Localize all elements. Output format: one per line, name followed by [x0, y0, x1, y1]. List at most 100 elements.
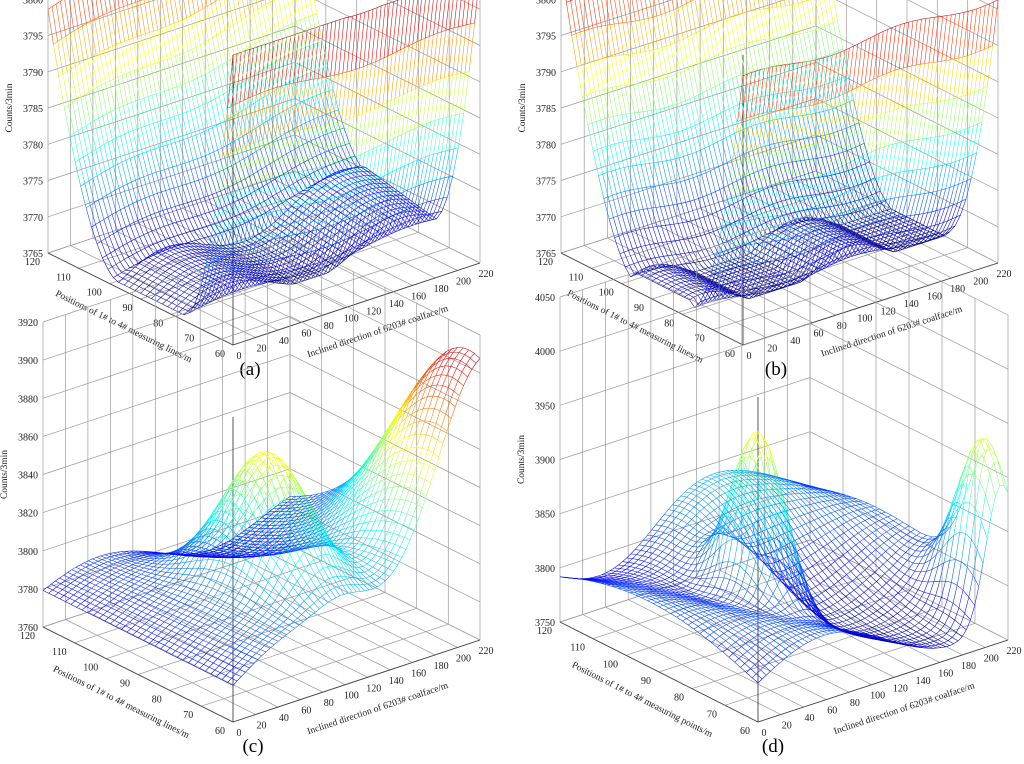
mesh-line: [81, 97, 86, 126]
mesh-line: [222, 65, 227, 92]
mesh-line: [152, 94, 156, 95]
mesh-line: [166, 191, 172, 208]
mesh-line: [136, 180, 141, 200]
mesh-line: [279, 274, 283, 275]
mesh-line: [918, 139, 922, 140]
mesh-line: [194, 257, 198, 258]
mesh-line: [282, 254, 287, 257]
mesh-line: [208, 40, 213, 69]
mesh-line: [368, 63, 372, 65]
mesh-line: [280, 29, 286, 56]
mesh-line: [193, 80, 198, 107]
mesh-line: [854, 158, 858, 160]
mesh-line: [175, 289, 179, 293]
mesh-line: [117, 273, 121, 275]
mesh-line: [892, 26, 896, 28]
mesh-line: [860, 122, 864, 124]
mesh-line: [191, 250, 196, 253]
mesh-line: [86, 205, 90, 208]
mesh-line: [310, 119, 314, 121]
mesh-line: [928, 103, 932, 104]
mesh-line: [914, 139, 918, 140]
mesh-line: [200, 260, 205, 263]
mesh-line: [300, 18, 304, 20]
mesh-line: [104, 48, 108, 50]
mesh-line: [169, 88, 173, 89]
mesh-line: [861, 83, 865, 85]
mesh-line: [141, 34, 145, 35]
mesh-line: [697, 290, 701, 291]
mesh-line: [126, 160, 131, 182]
mesh-line: [390, 139, 394, 141]
mesh-line: [226, 144, 230, 146]
mesh-line: [99, 15, 103, 17]
mesh-line: [158, 28, 162, 30]
mesh-line: [339, 73, 343, 74]
mesh-line: [299, 171, 303, 172]
mesh-line: [207, 101, 211, 103]
mesh-line: [189, 254, 193, 255]
mesh-line: [158, 121, 162, 122]
mesh-line: [839, 133, 843, 135]
mesh-line: [171, 274, 177, 277]
mesh-line: [381, 4, 385, 5]
mesh-line: [420, 85, 424, 87]
mesh-line: [238, 139, 243, 159]
mesh-line: [193, 159, 197, 161]
mesh-line: [362, 112, 366, 114]
mesh-line: [251, 239, 256, 242]
mesh-line: [142, 153, 147, 175]
mesh-line: [423, 124, 427, 126]
mesh-line: [125, 206, 129, 208]
mesh-line: [155, 212, 159, 214]
mesh-line: [406, 217, 412, 226]
mesh-line: [194, 180, 198, 181]
mesh-line: [275, 262, 280, 265]
mesh-line: [819, 203, 823, 205]
mesh-line: [75, 66, 81, 97]
mesh-line: [330, 113, 335, 131]
mesh-line: [427, 122, 431, 124]
mesh-line: [170, 117, 174, 118]
mesh-line: [249, 249, 253, 250]
mesh-line: [198, 257, 204, 260]
mesh-line: [129, 204, 133, 206]
mesh-line: [193, 267, 199, 270]
mesh-line: [174, 117, 179, 141]
mesh-line: [375, 218, 380, 222]
mesh-line: [215, 266, 220, 269]
mesh-line: [296, 198, 300, 202]
mesh-line: [122, 75, 127, 104]
mesh-line: [233, 25, 238, 54]
mesh-line: [159, 62, 164, 91]
mesh-line: [82, 26, 87, 59]
mesh-line: [402, 217, 406, 218]
mesh-line: [215, 0, 219, 2]
mesh-line: [202, 283, 206, 286]
mesh-line: [366, 180, 370, 181]
mesh-line: [913, 20, 917, 21]
mesh-line: [978, 122, 982, 124]
mesh-line: [369, 9, 373, 11]
mesh-line: [912, 195, 916, 196]
mesh-line: [768, 216, 772, 217]
mesh-line: [951, 14, 955, 15]
mesh-line: [752, 189, 756, 190]
mesh-line: [184, 269, 188, 271]
mesh-line: [189, 160, 193, 161]
mesh-line: [346, 119, 350, 120]
mesh-line: [170, 23, 174, 25]
mesh-line: [266, 2, 270, 4]
mesh-line: [196, 199, 200, 200]
mesh-line: [830, 137, 834, 139]
mesh-line: [197, 264, 201, 265]
mesh-line: [124, 281, 128, 285]
mesh-line: [868, 118, 872, 120]
mesh-line: [362, 180, 366, 181]
mesh-line: [911, 105, 915, 106]
mesh-line: [134, 222, 140, 236]
mesh-line: [170, 249, 174, 251]
mesh-line: [149, 260, 153, 263]
mesh-line: [112, 138, 116, 140]
mesh-line: [115, 8, 119, 10]
